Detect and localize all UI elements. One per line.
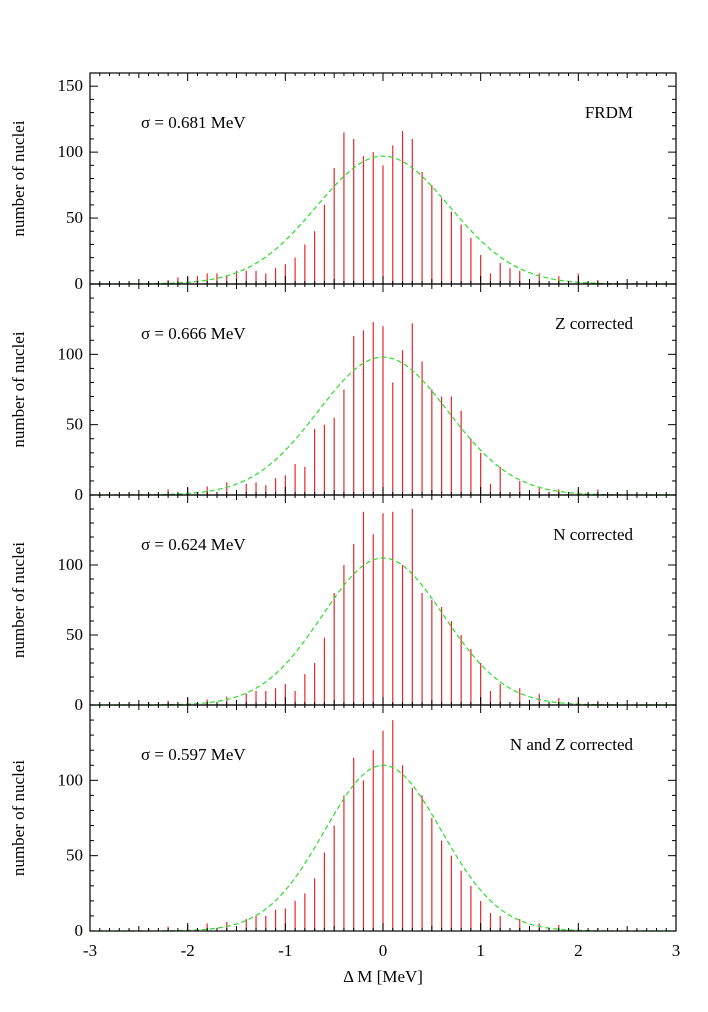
x-tick-label: 2 <box>574 941 583 960</box>
y-tick-label: 100 <box>58 555 84 574</box>
panel-2: 0 50 100 number of nuclei σ = 0.666 MeV Z cor… <box>9 283 677 504</box>
sigma-annotation: σ = 0.624 MeV <box>141 535 246 554</box>
x-tick-label: 1 <box>476 941 485 960</box>
y-tick-label: 50 <box>66 625 83 644</box>
bars <box>108 321 658 495</box>
x-axis-label: Δ M [MeV] <box>343 967 423 986</box>
panel-label: N and Z corrected <box>510 735 634 754</box>
bars <box>108 720 658 931</box>
x-tick-labels: -3 -2 -1 0 1 2 3 <box>83 941 680 960</box>
y-tick-label: 100 <box>58 770 84 789</box>
sigma-annotation: σ = 0.666 MeV <box>141 324 246 343</box>
panel-4: 0 50 100 number of nuclei σ = 0.597 MeV N and… <box>9 704 677 940</box>
x-tick-label: 3 <box>672 941 681 960</box>
sigma-annotation: σ = 0.597 MeV <box>141 745 246 764</box>
y-tick-label: 0 <box>75 921 84 940</box>
x-tick-label: -3 <box>83 941 97 960</box>
y-tick-label: 50 <box>66 208 83 227</box>
y-tick-label: 0 <box>75 485 84 504</box>
x-tick-label: -2 <box>181 941 195 960</box>
bars <box>108 131 658 284</box>
panel-1: 0 50 100 150 number of nuclei σ = 0.681 MeV FR… <box>9 72 677 293</box>
panel-3: 0 50 100 number of nuclei σ = 0.624 MeV N cor… <box>9 494 677 714</box>
y-tick-label: 100 <box>58 344 84 363</box>
y-tick-label: 50 <box>66 846 83 865</box>
panel-label: N corrected <box>553 525 633 544</box>
y-axis-label: number of nuclei <box>9 331 28 447</box>
y-tick-label: 150 <box>58 76 84 95</box>
x-tick-label: 0 <box>379 941 388 960</box>
y-axis-label: number of nuclei <box>9 120 28 236</box>
y-axis-label: number of nuclei <box>9 760 28 876</box>
y-axis-label: number of nuclei <box>9 542 28 658</box>
x-tick-label: -1 <box>278 941 292 960</box>
y-tick-label: 100 <box>58 142 84 161</box>
sigma-annotation: σ = 0.681 MeV <box>141 113 246 132</box>
panel-label: FRDM <box>585 103 633 122</box>
y-tick-label: 0 <box>75 695 84 714</box>
y-tick-label: 0 <box>75 274 84 293</box>
panel-label: Z corrected <box>555 314 633 333</box>
y-tick-label: 50 <box>66 415 83 434</box>
